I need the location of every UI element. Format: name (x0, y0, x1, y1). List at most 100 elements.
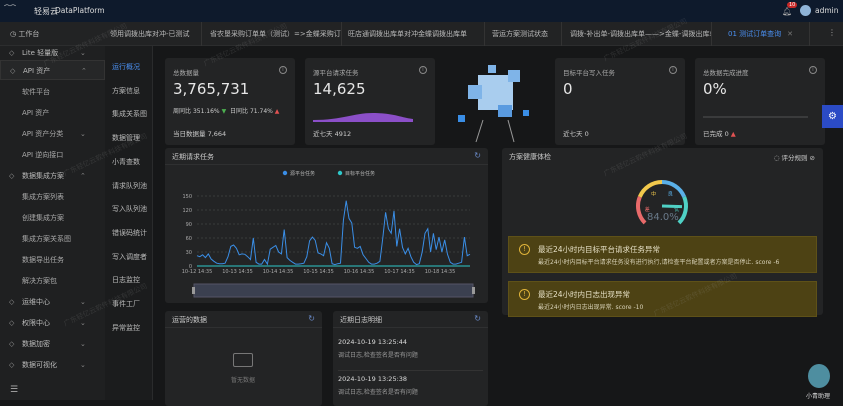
sidebar-item[interactable]: ◇ 数据可视化 ⌄ (0, 355, 105, 375)
subnav-item[interactable]: 写入队列池 (112, 205, 147, 214)
tab[interactable]: 营运方案测试状态 (492, 22, 562, 46)
progress-value: 0% (703, 80, 727, 98)
sidebar-item[interactable]: 数据导出任务 (22, 256, 64, 264)
menu-collapse-icon[interactable]: ☰ (10, 385, 19, 395)
card-title: 源平台请求任务 (313, 69, 359, 77)
subnav-item[interactable]: 错误码统计 (112, 228, 147, 237)
sidebar-item[interactable]: API 资产 (22, 109, 50, 117)
tab-workbench[interactable]: ◷ 工作台 (10, 30, 40, 38)
card-title: 目标平台写入任务 (563, 69, 615, 77)
refresh-icon[interactable]: ↻ (308, 314, 315, 323)
log-item[interactable]: 2024-10-19 13:25:38 调试日志,检查签名是否有问题 (338, 370, 483, 396)
y-tick-label: 30 (186, 250, 192, 256)
data-zoom-slider (193, 283, 474, 298)
tab[interactable]: 领用调拨出库对冲-已测试 (110, 22, 202, 46)
tab[interactable]: 调拨-补出单-调拨出库单——>金蝶-调拨出库单 (570, 22, 712, 46)
sidebar-item[interactable]: ◇ 数据集成方案 ⌃ (0, 166, 105, 186)
subnav-item[interactable]: 异常监控 (112, 323, 140, 332)
progress-card: 总数据完成进度 i 0% 已完成 0 ▲ (695, 58, 825, 145)
info-icon[interactable]: i (419, 66, 427, 74)
subnav-item[interactable]: 小青查数 (112, 157, 140, 166)
card-title: 总数据量 (173, 69, 199, 77)
health-title: 方案健康体检 (509, 153, 551, 161)
chevron-icon: ⌄ (80, 49, 86, 57)
sidebar-item[interactable]: ◇ 数据加密 ⌄ (0, 334, 105, 354)
up-arrow-icon: ▲ (274, 108, 280, 115)
clock-icon: ◷ (10, 30, 19, 38)
chevron-icon: ⌃ (80, 172, 86, 180)
gauge-level-label: 良 (668, 191, 673, 198)
app-name: DataPlatform (55, 6, 105, 15)
tab[interactable]: 省农垦采购订单单（测试）=>金蝶采购订单单 (210, 22, 342, 46)
chart-icon: ◇ (9, 361, 15, 369)
sidebar-item[interactable]: API 资产分类 ⌄ (0, 124, 105, 144)
sidebar-item[interactable]: API 逆向接口 (22, 151, 64, 159)
gauge-segment (677, 196, 688, 225)
info-icon[interactable]: i (809, 66, 817, 74)
slider-handle (192, 287, 195, 294)
subnav-item[interactable]: 集成关系图 (112, 110, 147, 119)
health-score: 84.0% (647, 212, 679, 223)
user-name[interactable]: admin (815, 6, 839, 15)
progress-bar (703, 116, 808, 118)
sidebar-item[interactable]: 集成方案关系图 (22, 235, 71, 243)
sidebar-item[interactable]: 创建集成方案 (22, 214, 64, 222)
chevron-icon: ⌄ (80, 319, 86, 327)
sidebar-item[interactable]: ◇ API 资产 ⌃ (0, 60, 105, 80)
refresh-icon[interactable]: ↻ (474, 151, 481, 160)
sidebar-item[interactable]: 集成方案列表 (22, 193, 64, 201)
legend-label: 目标平台任务 (345, 170, 375, 177)
down-arrow-icon: ▼ (221, 108, 227, 115)
y-tick-label: 90 (186, 222, 192, 228)
sidebar-item[interactable]: ◇ 运维中心 ⌄ (0, 292, 105, 312)
info-icon[interactable]: i (669, 66, 677, 74)
logo: ⌒⌒ (4, 5, 17, 12)
tab-active[interactable]: 01 测试订单查询 ✕ (728, 22, 810, 46)
chevron-icon: ⌄ (80, 361, 86, 369)
sidebar-item[interactable]: ◇ Lite 轻量版 ⌄ (0, 43, 105, 63)
mini-area-chart (313, 113, 413, 122)
legend-marker (337, 170, 343, 176)
api-icon: ◇ (10, 67, 16, 75)
gauge-level-label: 优 (674, 206, 679, 213)
source-task-value: 14,625 (313, 80, 366, 98)
tab[interactable]: 旺店通调拨出库单对冲金蝶调拨出库单 (348, 22, 485, 46)
subnav-item[interactable]: 数据管理 (112, 134, 140, 143)
subnav-item[interactable]: 运行概况 (112, 63, 140, 71)
x-tick-label: 10-15 14:35 (303, 269, 334, 275)
legend-label: 源平台任务 (290, 170, 315, 177)
ops-icon: ◇ (9, 298, 15, 306)
subnav-item[interactable]: 事件工厂 (112, 300, 140, 308)
x-tick-label: 10-14 14:35 (263, 269, 294, 275)
close-icon[interactable]: ✕ (787, 30, 794, 38)
assistant-avatar[interactable] (808, 364, 830, 388)
log-item[interactable]: 2024-10-19 13:25:44 调试日志,检查签名是否有问题 (338, 338, 418, 359)
settings-gear-icon[interactable]: ⚙ (822, 105, 843, 128)
assistant-label[interactable]: 小青助理 (806, 393, 831, 400)
score-rules-link[interactable]: ◌ 评分规则 ⊘ (773, 154, 815, 162)
x-tick-label: 10-16 14:35 (344, 269, 375, 275)
subnav-item[interactable]: 方案信息 (112, 86, 140, 95)
bell-icon[interactable]: 🔔︎ (782, 7, 793, 16)
lite-icon: ◇ (9, 49, 15, 57)
chart-title: 近期请求任务 (172, 153, 214, 161)
gauge-needle (661, 204, 683, 209)
refresh-icon[interactable]: ↻ (474, 314, 481, 323)
info-icon[interactable]: i (279, 66, 287, 74)
gauge-segment (636, 196, 647, 225)
subnav-item[interactable]: 写入调度者 (112, 252, 147, 261)
card-footer: 近七天 0 (563, 130, 589, 138)
avatar[interactable] (800, 5, 811, 16)
up-arrow-icon: ▲ (730, 130, 736, 138)
chevron-icon: ⌃ (81, 67, 87, 75)
sidebar-item[interactable]: 软件平台 (22, 88, 50, 96)
subnav-item[interactable]: 请求队列池 (112, 181, 147, 190)
line-chart: 0 30 60 90 120 150 10-12 14:35 10-13 14:35 10-14… (182, 170, 475, 298)
sidebar-item[interactable]: 解决方案包 (22, 277, 57, 285)
more-icon[interactable]: ⋮ (828, 28, 836, 37)
sidebar-item[interactable]: ◇ 权限中心 ⌄ (0, 313, 105, 333)
card-footer: 当日数据量 7,664 (173, 130, 227, 138)
request-task-chart-card: 近期请求任务 ↻ 0 30 60 90 120 150 10-12 14:35 10-13 14… (165, 148, 488, 303)
chevron-icon: ⌄ (80, 298, 86, 306)
subnav-item[interactable]: 日志监控 (112, 276, 140, 285)
